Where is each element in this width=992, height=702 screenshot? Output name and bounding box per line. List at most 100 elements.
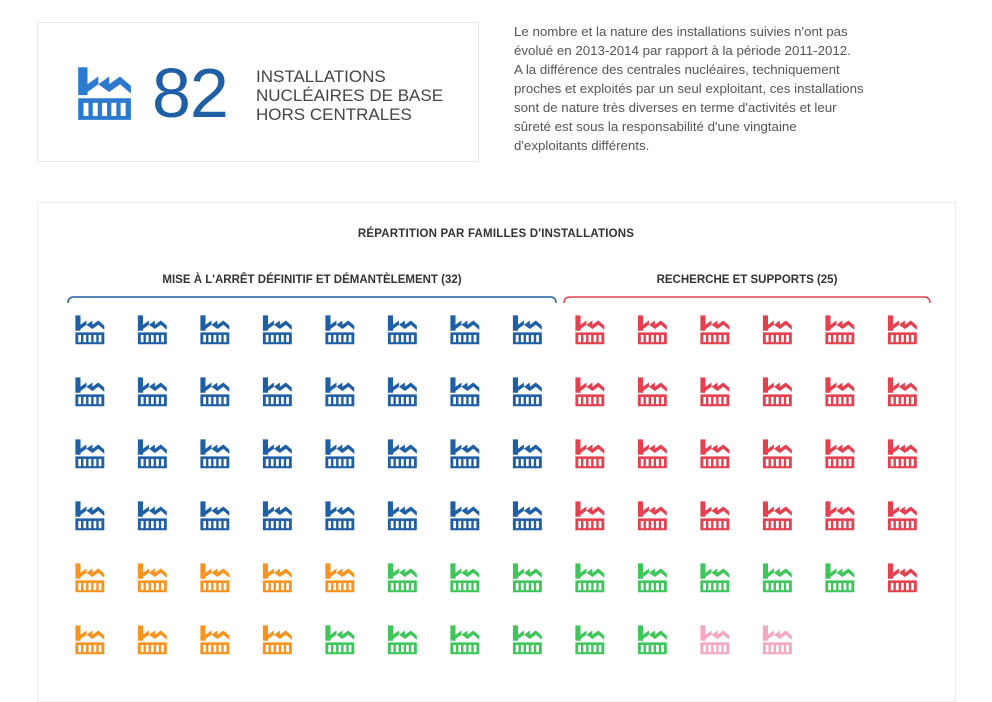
factory-icon	[325, 315, 355, 345]
factory-icon	[450, 501, 480, 531]
kpi-label-line-1: INSTALLATIONS	[256, 67, 386, 86]
group-brace-decommissioning	[67, 296, 557, 304]
factory-icon	[262, 501, 292, 531]
factory-icon	[637, 625, 667, 655]
factory-icon	[512, 625, 542, 655]
factory-icon	[200, 377, 230, 407]
factory-icon	[512, 377, 542, 407]
factory-icon	[137, 625, 167, 655]
factory-icon	[200, 563, 230, 593]
factory-icon	[512, 563, 542, 593]
factory-icon	[325, 563, 355, 593]
factory-icon	[137, 315, 167, 345]
factory-icon	[575, 563, 605, 593]
factory-icon	[575, 501, 605, 531]
intro-line: d'exploitants différents.	[514, 138, 650, 153]
factory-icon	[637, 563, 667, 593]
factory-icon	[450, 563, 480, 593]
factory-icon	[75, 501, 105, 531]
factory-icon	[825, 501, 855, 531]
factory-icon	[75, 625, 105, 655]
factory-icon	[387, 501, 417, 531]
intro-line: sont de nature très diverses en terme d'…	[514, 100, 837, 115]
factory-icon	[325, 377, 355, 407]
factory-icon	[762, 563, 792, 593]
factory-icon	[450, 315, 480, 345]
factory-icon	[700, 625, 730, 655]
factory-icon	[262, 315, 292, 345]
factory-icon	[512, 501, 542, 531]
factory-icon	[262, 563, 292, 593]
factory-icon	[575, 439, 605, 469]
factory-icon	[700, 315, 730, 345]
factory-icon	[762, 501, 792, 531]
kpi-label-line-3: HORS CENTRALES	[256, 105, 412, 124]
factory-icon	[700, 377, 730, 407]
factory-icon	[262, 625, 292, 655]
factory-icon	[325, 625, 355, 655]
factory-icon	[887, 439, 917, 469]
factory-icon	[700, 439, 730, 469]
intro-line: évolué en 2013-2014 par rapport à la pér…	[514, 43, 851, 58]
factory-icon	[325, 501, 355, 531]
chart-panel	[37, 202, 956, 702]
factory-icon	[825, 563, 855, 593]
factory-icon	[887, 315, 917, 345]
factory-icon	[637, 315, 667, 345]
factory-icon	[637, 501, 667, 531]
chart-title: RÉPARTITION PAR FAMILLES D'INSTALLATIONS	[357, 228, 635, 240]
factory-icon	[137, 439, 167, 469]
group-brace-research	[563, 296, 931, 304]
factory-icon	[887, 377, 917, 407]
factory-icon	[137, 377, 167, 407]
factory-icon	[700, 501, 730, 531]
factory-icon	[387, 563, 417, 593]
factory-icon	[825, 439, 855, 469]
kpi-number: 82	[152, 54, 229, 132]
factory-icon	[325, 439, 355, 469]
factory-icon	[75, 563, 105, 593]
factory-icon	[387, 439, 417, 469]
intro-paragraph: Le nombre et la nature des installations…	[514, 22, 956, 155]
factory-icon	[450, 439, 480, 469]
factory-icon	[762, 439, 792, 469]
factory-icon	[512, 439, 542, 469]
factory-icon	[200, 315, 230, 345]
factory-icon	[637, 377, 667, 407]
factory-icon	[137, 563, 167, 593]
factory-icon	[887, 501, 917, 531]
factory-icon	[762, 625, 792, 655]
factory-icon	[262, 439, 292, 469]
factory-icon	[262, 377, 292, 407]
factory-icon	[575, 315, 605, 345]
factory-icon	[700, 563, 730, 593]
kpi-card: 82 INSTALLATIONS NUCLÉAIRES DE BASE HORS…	[37, 22, 479, 162]
factory-icon	[575, 377, 605, 407]
factory-icon	[762, 377, 792, 407]
intro-line: Le nombre et la nature des installations…	[514, 24, 848, 39]
intro-line: sûreté est sous la responsabilité d'une …	[514, 119, 797, 134]
factory-icon	[75, 377, 105, 407]
factory-icon	[387, 377, 417, 407]
factory-icon	[387, 315, 417, 345]
intro-line: A la différence des centrales nucléaires…	[514, 62, 840, 77]
factory-icon	[137, 501, 167, 531]
group-label-decommissioning: MISE À L'ARRÊT DÉFINITIF ET DÉMANTÈLEMEN…	[162, 274, 462, 286]
factory-icon	[75, 439, 105, 469]
factory-icon	[637, 439, 667, 469]
factory-icon	[762, 315, 792, 345]
factory-icon	[512, 315, 542, 345]
factory-icon	[575, 625, 605, 655]
factory-icon	[200, 501, 230, 531]
factory-icon	[450, 377, 480, 407]
factory-icon	[200, 625, 230, 655]
group-label-research: RECHERCHE ET SUPPORTS (25)	[656, 274, 838, 286]
kpi-label-line-2: NUCLÉAIRES DE BASE	[256, 86, 444, 105]
factory-icon	[78, 67, 131, 120]
factory-icon	[450, 625, 480, 655]
factory-icon	[887, 563, 917, 593]
factory-icon	[75, 315, 105, 345]
pictogram-chart	[67, 296, 931, 655]
factory-icon	[825, 315, 855, 345]
factory-icon	[825, 377, 855, 407]
